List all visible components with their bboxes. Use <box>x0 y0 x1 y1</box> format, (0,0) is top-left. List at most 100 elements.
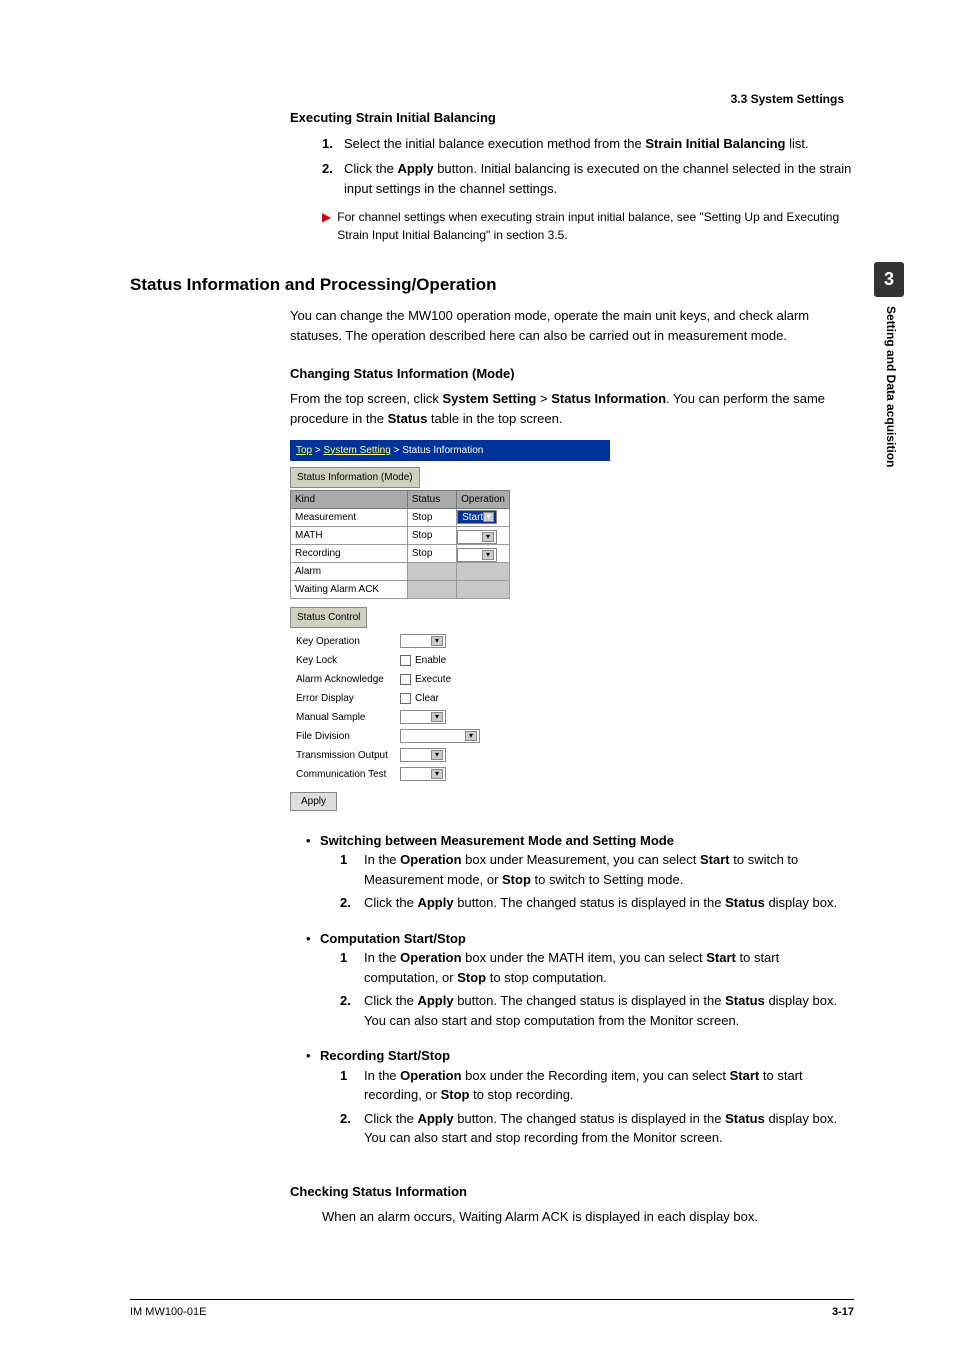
grid-operation[interactable]: Start▾ <box>457 508 510 526</box>
grid-status: Stop <box>407 508 456 526</box>
operation-select[interactable]: ▾ <box>457 548 497 562</box>
list-item: 2.Click the Apply button. The changed st… <box>340 991 854 1030</box>
chapter-label: Setting and Data acquisition <box>882 306 900 467</box>
step-text: Click the Apply button. The changed stat… <box>364 991 854 1030</box>
list-item: 2.Click the Apply button. The changed st… <box>340 893 854 913</box>
grid-operation <box>457 580 510 598</box>
step-text: Select the initial balance execution met… <box>344 134 854 154</box>
bullet-icon: • <box>306 831 320 851</box>
subsection-changing-status-title: Changing Status Information (Mode) <box>290 364 854 384</box>
control-row: Alarm Acknowledge Execute <box>290 672 610 687</box>
footer-doc-id: IM MW100-01E <box>130 1304 206 1321</box>
status-intro: You can change the MW100 operation mode,… <box>290 306 854 346</box>
grid-kind: Waiting Alarm ACK <box>291 580 408 598</box>
chapter-number: 3 <box>874 266 904 293</box>
subsection-title: Switching between Measurement Mode and S… <box>320 831 674 851</box>
grid-operation <box>457 562 510 580</box>
grid-status <box>407 580 456 598</box>
section-status-title: Status Information and Processing/Operat… <box>130 272 854 298</box>
step-text: In the Operation box under the Recording… <box>364 1066 854 1105</box>
bullet-icon: • <box>306 1046 320 1066</box>
step-text: Click the Apply button. Initial balancin… <box>344 159 854 198</box>
page-footer: IM MW100-01E 3-17 <box>130 1299 854 1321</box>
operation-select[interactable]: ▾ <box>457 530 497 544</box>
checking-status-title: Checking Status Information <box>290 1182 854 1202</box>
chapter-tab: 3 <box>874 262 904 297</box>
breadcrumb: Top > System Setting > Status Informatio… <box>290 440 610 461</box>
step-number: 2. <box>322 159 344 198</box>
control-row: Error Display Clear <box>290 691 610 706</box>
control-row: Key Lock Enable <box>290 653 610 668</box>
status-info-figure: Top > System Setting > Status Informatio… <box>290 440 610 817</box>
control-row: Communication Test▾ <box>290 767 610 782</box>
step-number: 1 <box>340 1066 364 1105</box>
grid-kind: Alarm <box>291 562 408 580</box>
step-number: 2. <box>340 1109 364 1148</box>
control-select[interactable]: ▾ <box>400 748 446 762</box>
changing-status-body: From the top screen, click System Settin… <box>290 389 854 429</box>
exec-strain-steps: 1. Select the initial balance execution … <box>322 134 854 199</box>
control-row: Transmission Output▾ <box>290 748 610 763</box>
step-text: In the Operation box under the MATH item… <box>364 948 854 987</box>
grid-kind: Measurement <box>291 508 408 526</box>
checking-status-body: When an alarm occurs, Waiting Alarm ACK … <box>322 1207 854 1227</box>
step-number: 1. <box>322 134 344 154</box>
breadcrumb-system-setting[interactable]: System Setting <box>324 445 391 456</box>
control-check-label: Clear <box>415 691 439 706</box>
step-number: 1 <box>340 948 364 987</box>
control-check-label: Enable <box>415 653 446 668</box>
control-label: Manual Sample <box>290 710 400 725</box>
list-item: 1In the Operation box under the MATH ite… <box>340 948 854 987</box>
note-text: For channel settings when executing stra… <box>337 208 854 244</box>
status-info-tab: Status Information (Mode) <box>290 467 420 488</box>
col-kind: Kind <box>291 490 408 508</box>
control-label: Key Operation <box>290 634 400 649</box>
list-item: 1In the Operation box under Measurement,… <box>340 850 854 889</box>
control-select[interactable]: ▾ <box>400 767 446 781</box>
bullet-icon: • <box>306 929 320 949</box>
breadcrumb-top[interactable]: Top <box>296 445 312 456</box>
grid-operation[interactable]: ▾ <box>457 544 510 562</box>
control-checkbox[interactable] <box>400 655 411 666</box>
grid-status <box>407 562 456 580</box>
breadcrumb-current: Status Information <box>402 445 483 456</box>
control-row: Manual Sample▾ <box>290 710 610 725</box>
apply-button[interactable]: Apply <box>290 792 337 811</box>
control-select[interactable]: ▾ <box>400 634 446 648</box>
header-section: 3.3 System Settings <box>731 90 844 108</box>
grid-operation[interactable]: ▾ <box>457 526 510 544</box>
subsection-title: Recording Start/Stop <box>320 1046 450 1066</box>
operation-select[interactable]: Start▾ <box>457 510 497 524</box>
grid-kind: MATH <box>291 526 408 544</box>
list-item: 2. Click the Apply button. Initial balan… <box>322 159 854 198</box>
col-status: Status <box>407 490 456 508</box>
status-control-tab: Status Control <box>290 607 367 628</box>
list-item: 1In the Operation box under the Recordin… <box>340 1066 854 1105</box>
control-label: File Division <box>290 729 400 744</box>
control-label: Transmission Output <box>290 748 400 763</box>
grid-status: Stop <box>407 544 456 562</box>
control-row: File Division▾ <box>290 729 610 744</box>
section-exec-strain-title: Executing Strain Initial Balancing <box>290 108 854 128</box>
footer-page-num: 3-17 <box>832 1304 854 1321</box>
control-label: Communication Test <box>290 767 400 782</box>
control-checkbox[interactable] <box>400 674 411 685</box>
control-label: Alarm Acknowledge <box>290 672 400 687</box>
control-checkbox[interactable] <box>400 693 411 704</box>
step-text: Click the Apply button. The changed stat… <box>364 893 837 913</box>
control-select[interactable]: ▾ <box>400 710 446 724</box>
note-arrow-icon: ▶ <box>322 208 331 244</box>
list-item: 2.Click the Apply button. The changed st… <box>340 1109 854 1148</box>
control-check-label: Execute <box>415 672 451 687</box>
step-text: In the Operation box under Measurement, … <box>364 850 854 889</box>
status-grid: Kind Status Operation MeasurementStopSta… <box>290 490 510 599</box>
step-number: 1 <box>340 850 364 889</box>
grid-kind: Recording <box>291 544 408 562</box>
step-text: Click the Apply button. The changed stat… <box>364 1109 854 1148</box>
grid-status: Stop <box>407 526 456 544</box>
control-label: Key Lock <box>290 653 400 668</box>
control-select[interactable]: ▾ <box>400 729 480 743</box>
list-item: 1. Select the initial balance execution … <box>322 134 854 154</box>
control-label: Error Display <box>290 691 400 706</box>
step-number: 2. <box>340 991 364 1030</box>
